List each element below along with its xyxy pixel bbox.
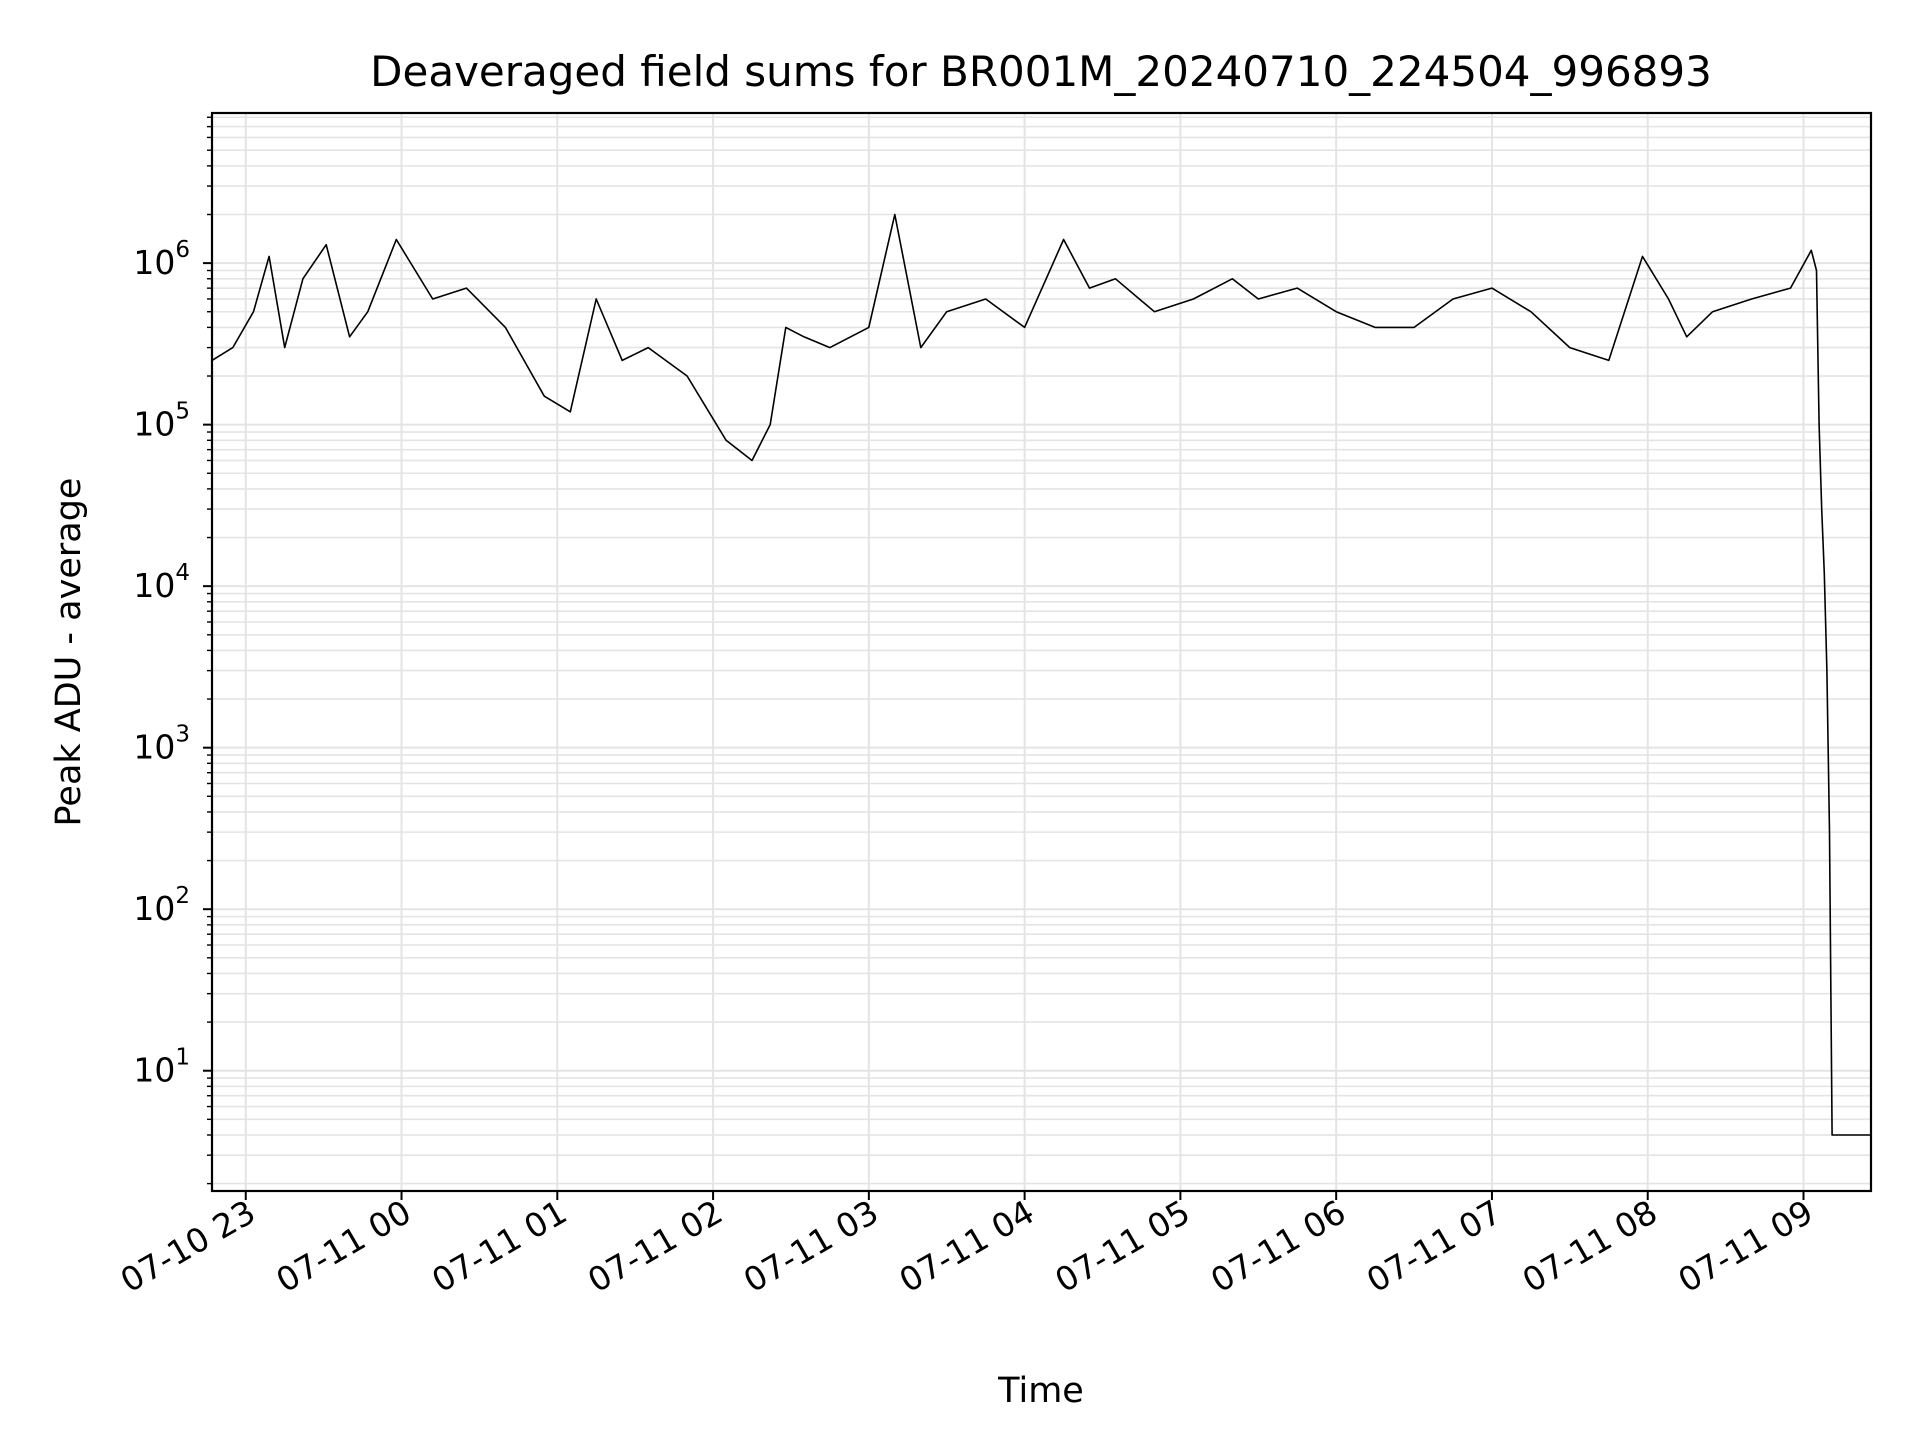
y-tick-label: 101 [133, 1045, 190, 1090]
plot-frame [210, 111, 1873, 1193]
chart-title: Deaveraged field sums for BR001M_2024071… [370, 47, 1712, 96]
y-tick-label: 102 [133, 883, 190, 928]
y-tick-label: 103 [133, 722, 190, 767]
y-axis-label: Peak ADU - average [49, 478, 89, 827]
grid-lines [212, 113, 1871, 1191]
y-tick-label: 104 [133, 560, 190, 605]
series-line [211, 213, 1871, 1136]
y-axis: 101 102 103 104 105 106 [133, 116, 212, 1185]
y-tick-label: 106 [133, 237, 190, 282]
y-tick-label: 105 [133, 399, 190, 444]
x-axis-label: Time [997, 1371, 1084, 1411]
series-layer [211, 213, 1871, 1136]
